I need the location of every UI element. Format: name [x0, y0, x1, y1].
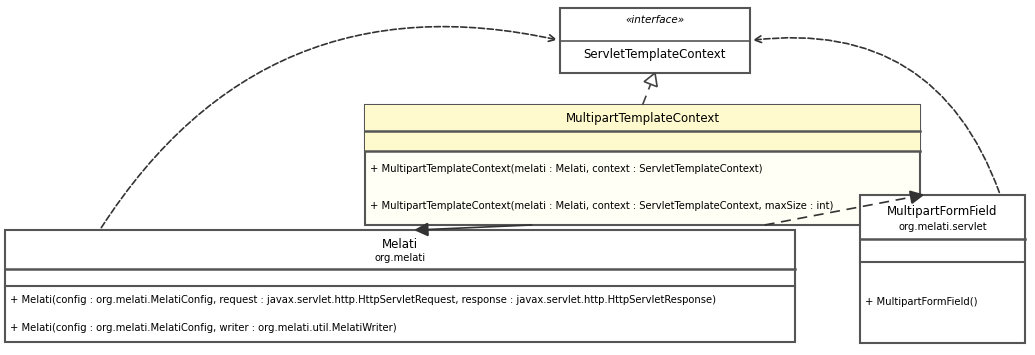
Text: + Melati(config : org.melati.MelatiConfig, request : javax.servlet.http.HttpServ: + Melati(config : org.melati.MelatiConfi…	[10, 295, 716, 305]
Bar	[365, 105, 920, 131]
Bar	[860, 195, 1025, 343]
Text: «interface»: «interface»	[625, 15, 684, 25]
Text: ServletTemplateContext: ServletTemplateContext	[584, 48, 727, 61]
Text: MultipartTemplateContext: MultipartTemplateContext	[565, 112, 719, 125]
Text: + MultipartTemplateContext(melati : Melati, context : ServletTemplateContext, ma: + MultipartTemplateContext(melati : Mela…	[369, 201, 833, 211]
Polygon shape	[416, 224, 428, 235]
Text: + MultipartTemplateContext(melati : Melati, context : ServletTemplateContext): + MultipartTemplateContext(melati : Mela…	[369, 164, 763, 174]
Bar	[365, 105, 920, 225]
Text: + Melati(config : org.melati.MelatiConfig, writer : org.melati.util.MelatiWriter: + Melati(config : org.melati.MelatiConfi…	[10, 323, 396, 333]
Polygon shape	[910, 191, 922, 203]
Text: Melati: Melati	[382, 239, 418, 251]
Text: org.melati: org.melati	[375, 253, 425, 263]
Text: MultipartFormField: MultipartFormField	[887, 206, 998, 218]
Bar	[5, 230, 795, 342]
Bar	[365, 131, 920, 151]
Text: org.melati.servlet: org.melati.servlet	[898, 222, 986, 232]
Bar	[560, 8, 750, 73]
Text: + MultipartFormField(): + MultipartFormField()	[865, 297, 977, 307]
